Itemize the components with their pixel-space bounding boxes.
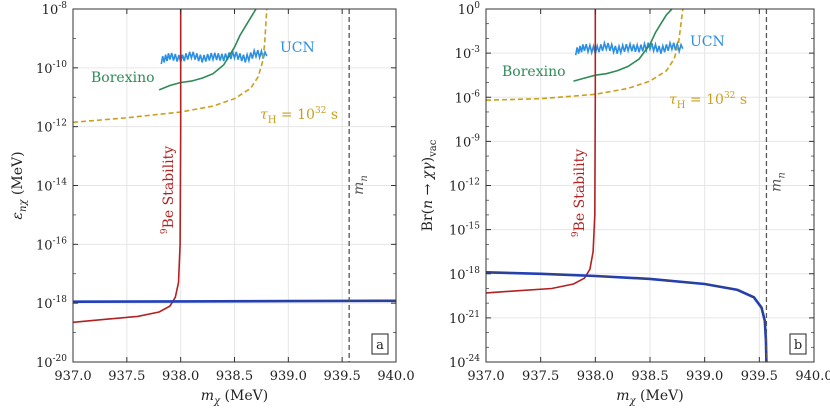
- annotation-mn: mn: [351, 175, 370, 195]
- panel-label: b: [794, 338, 802, 353]
- y-tick-label: 10-20: [36, 354, 67, 371]
- y-tick-label: 10-14: [36, 178, 67, 195]
- annotation-ucn: UCN: [280, 40, 315, 56]
- annotation-mn: mn: [768, 172, 787, 192]
- panel-b: 937.0 937.5 938.0 938.5 939.0 939.5 940.0 10-24…: [420, 1, 830, 407]
- panel-a: 937.0 937.5 938.0 938.5 939.0 939.5 940.0 10-20…: [10, 1, 415, 407]
- x-tick-label: 938.0: [162, 369, 199, 384]
- series-ucn: [574, 39, 684, 56]
- series-borexino: [573, 9, 673, 82]
- x-tick-label: 937.5: [522, 369, 559, 384]
- x-tick-label: 940.0: [377, 369, 414, 384]
- x-tick-label: 939.0: [270, 369, 307, 384]
- y-axis-label: Br(n → χγ)vac: [420, 139, 439, 231]
- annotation-tau-h: τH = 1032 s: [260, 106, 338, 126]
- annotation-be-stability: 9Be Stability: [160, 146, 177, 234]
- y-tick-label: 10-24: [449, 354, 480, 371]
- annotation-borexino: Borexino: [502, 64, 566, 80]
- x-tick-label: 939.0: [686, 369, 723, 384]
- x-tick-label: 938.5: [631, 369, 668, 384]
- x-tick-label: 937.0: [54, 369, 91, 384]
- annotation-ucn: UCN: [690, 34, 725, 50]
- panel-label-box: [371, 333, 389, 355]
- y-tick-label: 10-16: [36, 236, 67, 253]
- y-tick-label: 10-15: [449, 222, 480, 239]
- annotation-borexino: Borexino: [91, 70, 155, 86]
- series-line-5: [486, 271, 767, 362]
- annotation-tau-h: τH = 1032 s: [669, 91, 747, 111]
- series-ucn: [160, 47, 268, 65]
- annotation-be-stability: 9Be Stability: [571, 149, 588, 237]
- y-tick-label: 10-9: [455, 133, 481, 150]
- y-tick-label: 10-8: [42, 1, 68, 18]
- y-tick-label: 10-18: [449, 266, 480, 283]
- y-tick-label: 100: [458, 1, 481, 18]
- x-tick-label: 939.5: [741, 369, 778, 384]
- x-tick-label: 938.5: [216, 369, 253, 384]
- y-tick-label: 10-21: [449, 310, 480, 327]
- x-tick-label: 938.0: [577, 369, 614, 384]
- x-tick-label: 940.0: [795, 369, 830, 384]
- series-group: [73, 9, 396, 324]
- series-line-4: [486, 271, 768, 362]
- y-tick-label: 10-6: [455, 89, 481, 106]
- series-9be-stability: [486, 9, 597, 294]
- y-tick-label: 10-10: [36, 60, 67, 77]
- y-tick-label: 10-18: [36, 295, 67, 312]
- y-tick-label: 10-12: [449, 178, 480, 195]
- series-line-5: [73, 300, 396, 303]
- y-tick-label: 10-3: [455, 45, 481, 62]
- x-axis-label: mχ (MeV): [616, 388, 683, 407]
- y-tick-label: 10-12: [36, 119, 67, 136]
- x-tick-label: 939.5: [324, 369, 361, 384]
- series-group: [486, 9, 768, 362]
- y-axis-label: εnχ (MeV): [10, 151, 29, 219]
- x-tick-label: 937.0: [467, 369, 504, 384]
- series--h-10-32-s: [486, 9, 684, 101]
- x-tick-label: 937.5: [108, 369, 145, 384]
- panel-label-box: [789, 333, 807, 355]
- x-axis-label: mχ (MeV): [201, 388, 268, 407]
- series-borexino: [158, 9, 257, 91]
- panel-label: a: [376, 338, 384, 353]
- series--h-10-32-s: [73, 9, 268, 124]
